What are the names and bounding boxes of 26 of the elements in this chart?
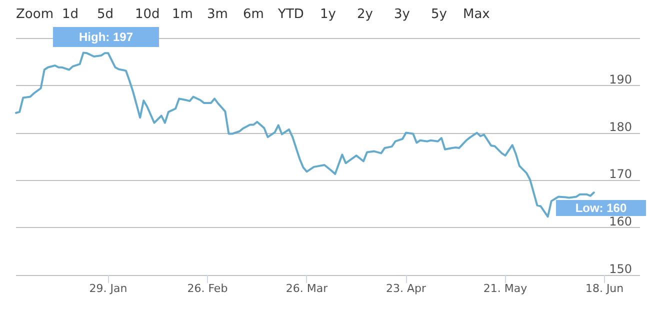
text: 2y [357,7,374,22]
callout-label: Low: 160 [556,200,646,216]
y-tick-label: 170 [609,167,632,182]
x-tick-label: 18. Jun [585,282,624,295]
text: 1d [62,7,79,22]
y-tick-label: 190 [609,72,632,86]
y-tick-label: 160 [609,214,632,229]
x-tick-label: 26. Mar [286,282,328,295]
text: 5d [97,7,114,22]
text: Zoom [16,7,54,22]
text: 1m [172,7,193,22]
text: Max [463,7,490,22]
x-tick-label: 29. Jan [89,282,128,295]
text: 5y [431,7,448,22]
x-tick-label: 26. Feb [187,282,228,295]
y-tick-label: 150 [609,262,632,276]
text: 6m [243,7,264,22]
y-tick-label: 180 [609,120,632,134]
x-tick-label: 23. Apr [386,282,426,295]
text: YTD [277,7,304,22]
callout-label: High: 197 [53,27,159,47]
text: 3m [207,7,228,22]
text: 10d [135,7,160,22]
text: 1y [320,7,336,22]
x-tick-label: 21. May [483,282,528,295]
text: 3y [394,7,410,22]
